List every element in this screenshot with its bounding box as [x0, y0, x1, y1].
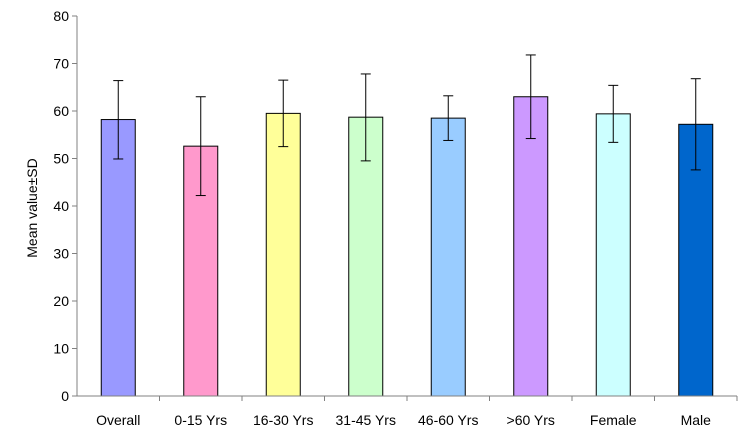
bar — [513, 96, 549, 397]
y-axis: 0 10 20 30 40 50 60 70 80 — [53, 8, 77, 404]
bars-group — [100, 96, 714, 397]
x-tick-label: 16-30 Yrs — [253, 412, 313, 428]
x-tick-label: Overall — [96, 412, 140, 428]
x-tick-label: Male — [681, 412, 712, 428]
y-tick-label: 20 — [53, 293, 69, 309]
x-axis: Overall 0-15 Yrs 16-30 Yrs 31-45 Yrs 46-60 Y… — [96, 396, 738, 428]
y-tick-label: 10 — [53, 341, 69, 357]
y-axis-title: Mean value±SD — [24, 158, 40, 258]
bar — [100, 119, 136, 397]
bar — [430, 117, 466, 397]
x-tick-label: >60 Yrs — [507, 412, 555, 428]
y-tick-label: 30 — [53, 246, 69, 262]
x-tick-label: 0-15 Yrs — [174, 412, 227, 428]
bar — [595, 113, 631, 397]
y-tick-label: 70 — [53, 56, 69, 72]
y-tick-label: 80 — [53, 8, 69, 24]
x-tick-label: 46-60 Yrs — [418, 412, 478, 428]
y-tick-label: 60 — [53, 103, 69, 119]
error-bars-group — [113, 54, 701, 197]
y-tick-label: 40 — [53, 198, 69, 214]
y-tick-label: 50 — [53, 151, 69, 167]
x-tick-label: Female — [590, 412, 637, 428]
bar — [265, 112, 301, 397]
y-tick-label: 0 — [61, 388, 69, 404]
x-tick-label: 31-45 Yrs — [336, 412, 396, 428]
